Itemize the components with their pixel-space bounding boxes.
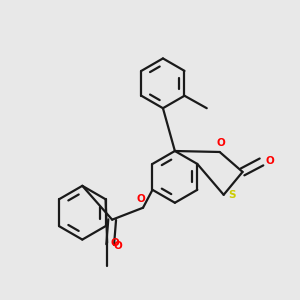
Text: O: O [216, 138, 225, 148]
Text: S: S [228, 190, 236, 200]
Text: O: O [113, 241, 122, 251]
Text: O: O [111, 238, 119, 248]
Text: O: O [136, 194, 145, 204]
Text: O: O [265, 156, 274, 166]
